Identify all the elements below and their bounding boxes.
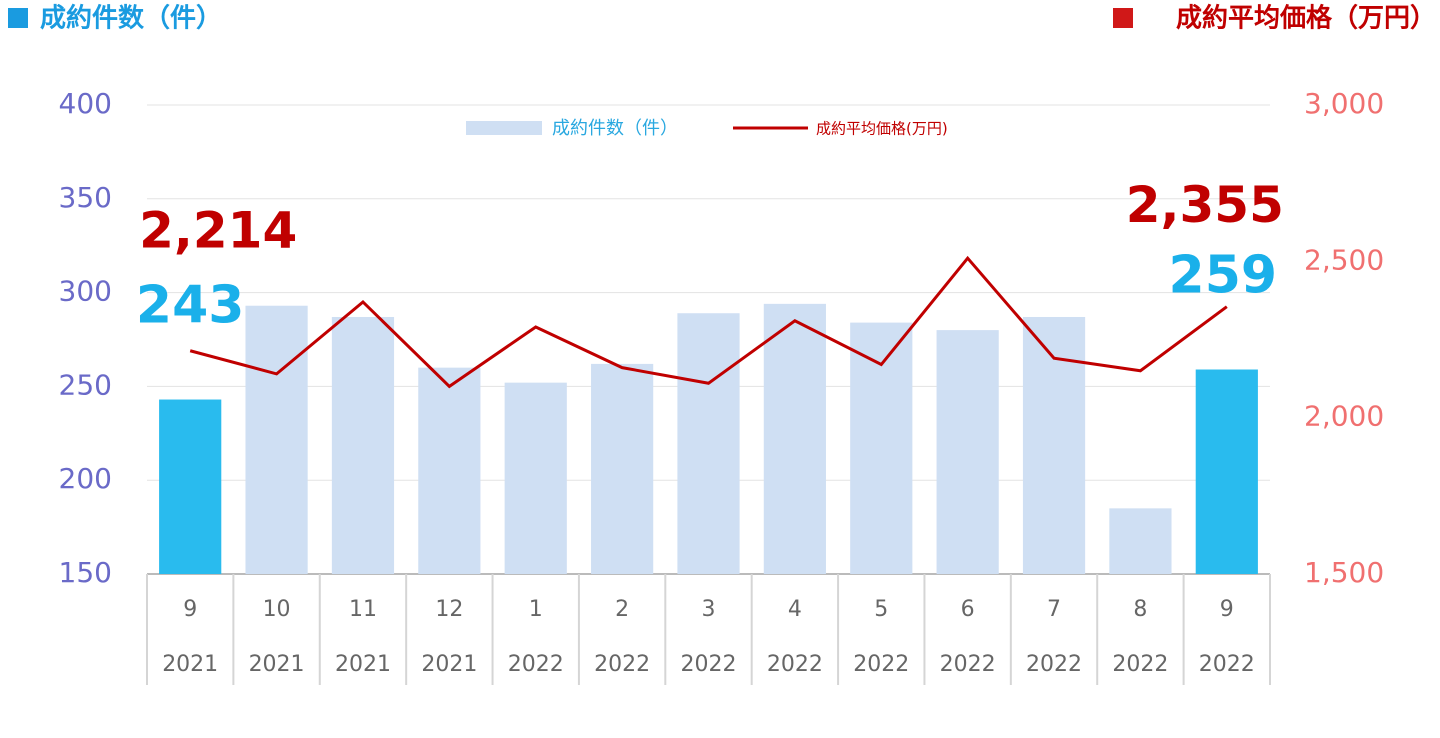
x-tick-label: 2021 (421, 652, 477, 677)
bar (1195, 369, 1258, 574)
x-tick-label: 11 (349, 597, 377, 622)
x-tick-label: 2022 (940, 652, 996, 677)
x-tick-label: 2022 (767, 652, 823, 677)
x-tick-label: 2022 (1026, 652, 1082, 677)
bar (763, 303, 826, 574)
y-tick-label: 300 (59, 275, 112, 308)
x-tick-label: 2022 (1199, 652, 1255, 677)
x-tick-label: 9 (1220, 597, 1234, 622)
x-tick-label: 3 (702, 597, 716, 622)
legend-label: 成約平均価格(万円) (816, 120, 948, 138)
x-tick-label: 9 (183, 597, 197, 622)
x-tick-label: 5 (874, 597, 888, 622)
bar (936, 330, 999, 574)
bar (159, 399, 222, 574)
y2-tick-label: 2,000 (1304, 400, 1384, 433)
y2-tick-label: 3,000 (1304, 87, 1384, 120)
x-tick-label: 10 (263, 597, 291, 622)
line-value-label: 2,355 (1126, 176, 1284, 234)
bar-value-label: 243 (136, 276, 245, 336)
x-tick-label: 12 (435, 597, 463, 622)
legend-label: 成約件数（件） (552, 118, 678, 139)
x-tick-label: 2022 (853, 652, 909, 677)
x-tick-label: 2021 (162, 652, 218, 677)
bar (1022, 316, 1086, 574)
line-value-label: 2,214 (139, 201, 297, 259)
x-tick-label: 2022 (681, 652, 737, 677)
bar (591, 363, 654, 574)
x-tick-label: 2022 (594, 652, 650, 677)
y-tick-label: 200 (59, 462, 112, 495)
bar (245, 305, 308, 574)
y-tick-label: 350 (59, 181, 112, 214)
x-tick-label: 2022 (508, 652, 564, 677)
y-tick-label: 250 (59, 368, 112, 401)
y-tick-label: 150 (59, 556, 112, 589)
bar (418, 367, 481, 574)
bar (331, 316, 395, 574)
header-marker (1113, 8, 1133, 28)
y2-tick-label: 1,500 (1304, 556, 1384, 589)
line (189, 255, 1228, 389)
x-tick-label: 2021 (249, 652, 305, 677)
x-tick-label: 2 (615, 597, 629, 622)
bar (504, 382, 567, 574)
y2-tick-label: 2,500 (1304, 243, 1384, 276)
bar (1109, 508, 1172, 574)
bar-value-label: 259 (1169, 246, 1278, 306)
bar (677, 313, 740, 574)
x-tick-label: 2022 (1112, 652, 1168, 677)
y-tick-label: 400 (59, 87, 112, 120)
header-marker (8, 8, 28, 28)
y-axis-title: 成約件数（件） (40, 3, 222, 34)
x-tick-label: 6 (961, 597, 975, 622)
bar (850, 322, 913, 574)
x-tick-label: 1 (529, 597, 543, 622)
x-tick-label: 8 (1133, 597, 1147, 622)
x-tick-label: 2021 (335, 652, 391, 677)
x-tick-label: 7 (1047, 597, 1061, 622)
x-tick-label: 4 (788, 597, 802, 622)
y2-axis-title: 成約平均価格（万円） (1176, 3, 1436, 34)
legend-swatch (466, 121, 542, 135)
